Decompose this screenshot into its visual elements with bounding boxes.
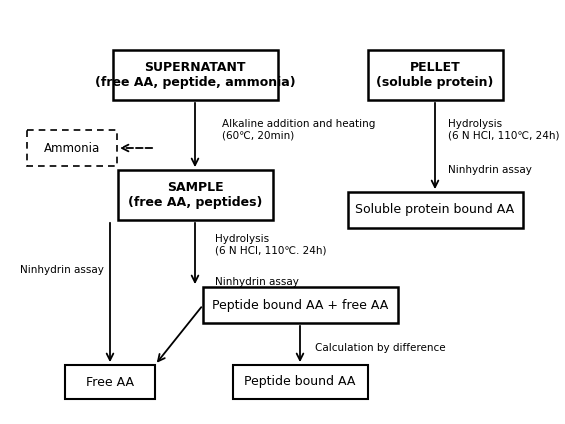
Text: Ninhydrin assay: Ninhydrin assay bbox=[448, 165, 532, 175]
Text: SUPERNATANT
(free AA, peptide, ammonia): SUPERNATANT (free AA, peptide, ammonia) bbox=[95, 61, 295, 89]
Text: Soluble protein bound AA: Soluble protein bound AA bbox=[355, 204, 515, 217]
Bar bbox=[112, 50, 277, 100]
Text: PELLET
(soluble protein): PELLET (soluble protein) bbox=[376, 61, 494, 89]
Text: Peptide bound AA: Peptide bound AA bbox=[244, 376, 356, 388]
Text: Alkaline addition and heating
(60℃, 20min): Alkaline addition and heating (60℃, 20mi… bbox=[222, 119, 375, 141]
Bar bbox=[367, 50, 502, 100]
Text: Calculation by difference: Calculation by difference bbox=[315, 343, 446, 353]
Bar bbox=[233, 365, 367, 399]
Text: Hydrolysis
(6 N HCl, 110℃. 24h): Hydrolysis (6 N HCl, 110℃. 24h) bbox=[215, 234, 327, 256]
Text: Free AA: Free AA bbox=[86, 376, 134, 388]
Bar bbox=[65, 365, 155, 399]
Text: Ammonia: Ammonia bbox=[44, 142, 100, 154]
Text: Ninhydrin assay: Ninhydrin assay bbox=[215, 277, 299, 287]
Text: Hydrolysis
(6 N HCl, 110℃, 24h): Hydrolysis (6 N HCl, 110℃, 24h) bbox=[448, 119, 559, 141]
Text: Peptide bound AA + free AA: Peptide bound AA + free AA bbox=[212, 298, 388, 312]
Bar bbox=[118, 170, 272, 220]
Bar bbox=[347, 192, 523, 228]
Bar bbox=[202, 287, 398, 323]
Bar bbox=[27, 130, 117, 166]
Text: Ninhydrin assay: Ninhydrin assay bbox=[20, 265, 104, 275]
Text: SAMPLE
(free AA, peptides): SAMPLE (free AA, peptides) bbox=[128, 181, 262, 209]
